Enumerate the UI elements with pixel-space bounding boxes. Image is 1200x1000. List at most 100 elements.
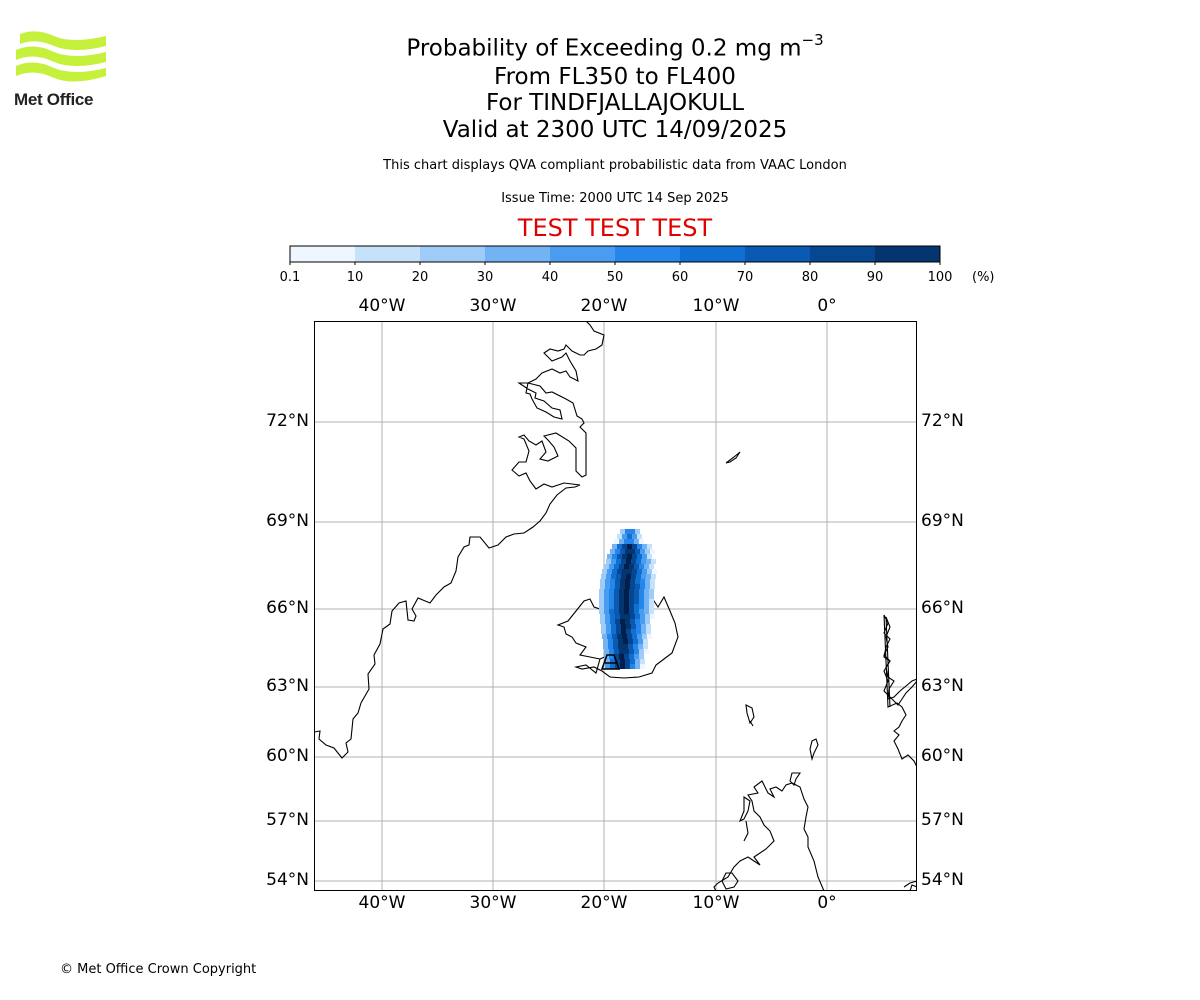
plume-cell [622, 634, 627, 639]
plume-cell [628, 639, 633, 644]
lat-label-left: 57°N [266, 810, 309, 830]
plume-cell [640, 614, 645, 619]
plume-cell [644, 609, 649, 614]
lon-label-bottom: 10°W [692, 893, 740, 913]
plume-cell [607, 569, 612, 574]
plume-cell [614, 594, 619, 599]
lat-label-right: 63°N [921, 676, 964, 696]
ash-probability-plume [599, 529, 657, 669]
plume-cell [620, 579, 625, 584]
colorbar-label: 20 [411, 270, 429, 285]
plume-cell [639, 564, 644, 569]
plume-cell [629, 594, 634, 599]
plume-cell [605, 659, 610, 664]
plume-cell [609, 609, 614, 614]
plume-cell [649, 604, 654, 609]
colorbar-segment [615, 246, 680, 262]
plume-cell [603, 644, 608, 649]
plume-cell [612, 569, 617, 574]
plume-cell [642, 569, 647, 574]
plume-cell [627, 569, 632, 574]
plume-cell [631, 574, 636, 579]
plume-cell [634, 649, 639, 654]
plume-cell [619, 564, 624, 569]
plume-cell [606, 624, 611, 629]
colorbar-segment [355, 246, 420, 262]
issue-time: Issue Time: 2000 UTC 14 Sep 2025 [501, 191, 729, 206]
plume-cell [613, 639, 618, 644]
plume-cell [629, 604, 634, 609]
plume-cell [645, 584, 650, 589]
colorbar-label: 70 [736, 270, 754, 285]
colorbar-label: 10 [346, 270, 364, 285]
plume-cell [617, 634, 622, 639]
plume-cell [639, 589, 644, 594]
plume-cell [631, 624, 636, 629]
plume-cell [620, 614, 625, 619]
plume-cell [626, 624, 631, 629]
plume-cell [651, 574, 656, 579]
lat-label-right: 54°N [921, 870, 964, 890]
plume-cell [629, 564, 634, 569]
greenland-coast [314, 321, 605, 759]
plume-cell [637, 534, 642, 539]
plume-cell [635, 529, 640, 534]
colorbar-label: 60 [671, 270, 689, 285]
plume-cell [634, 609, 639, 614]
plume-cell [634, 539, 639, 544]
plume-cell [645, 614, 650, 619]
colorbar-segment [290, 246, 355, 262]
colorbar-segment [680, 246, 745, 262]
plume-cell [640, 664, 645, 669]
plume-cell [636, 624, 641, 629]
plume-cell [633, 644, 638, 649]
plume-cell [635, 659, 640, 664]
met-office-logo [16, 31, 106, 82]
title-volcano: For TINDFJALLAJOKULL [485, 90, 745, 116]
plume-cell [625, 614, 630, 619]
plume-cell [635, 664, 640, 669]
plume-cell [640, 579, 645, 584]
plume-cell [617, 544, 622, 549]
plume-cell [634, 599, 639, 604]
plume-cell [632, 634, 637, 639]
plume-cell [614, 589, 619, 594]
plume-cell [638, 644, 643, 649]
plume-cell [615, 584, 620, 589]
plume-cell [641, 574, 646, 579]
plume-cell [624, 539, 629, 544]
plume-cell [645, 579, 650, 584]
plume-cell [625, 579, 630, 584]
plume-cell [644, 594, 649, 599]
plume-cell [646, 574, 651, 579]
lat-label-left: 69°N [266, 511, 309, 531]
plume-cell [634, 589, 639, 594]
colorbar-label: 80 [801, 270, 819, 285]
plume-cell [612, 634, 617, 639]
plume-cell [637, 569, 642, 574]
plume-cell [606, 574, 611, 579]
plume-cell [610, 584, 615, 589]
lat-label-right: 72°N [921, 411, 964, 431]
plume-cell [643, 644, 648, 649]
plume-cell [616, 624, 621, 629]
plume-cell [651, 559, 656, 564]
plume-cell [649, 599, 654, 604]
plume-cell [616, 559, 621, 564]
plume-cell [631, 559, 636, 564]
plume-cell [639, 604, 644, 609]
plume-cell [615, 614, 620, 619]
plume-cell [599, 609, 604, 614]
data-source-note: This chart displays QVA compliant probab… [383, 158, 847, 173]
plume-cell [629, 654, 634, 659]
plume-cell [650, 549, 655, 554]
lon-label-bottom: 20°W [580, 893, 628, 913]
plume-cell [600, 584, 605, 589]
plume-cell [611, 629, 616, 634]
plume-cell [599, 594, 604, 599]
lat-label-right: 66°N [921, 598, 964, 618]
map-frame [314, 321, 917, 891]
plume-cell [605, 579, 610, 584]
plume-cell [639, 649, 644, 654]
plume-cell [619, 594, 624, 599]
